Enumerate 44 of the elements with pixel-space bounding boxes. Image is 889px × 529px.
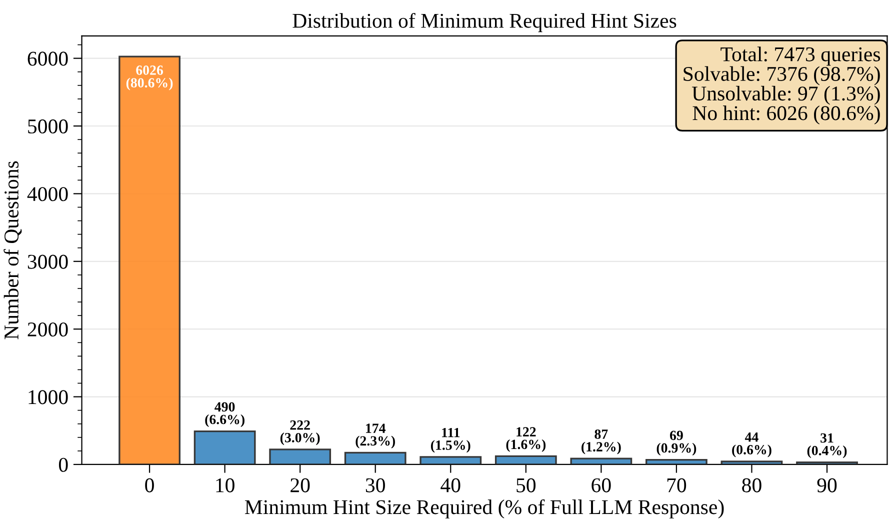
x-tick-label: 30	[366, 478, 385, 492]
data-label: 490 (6.6%)	[205, 402, 244, 428]
bar	[720, 460, 783, 464]
data-label: 111 (1.5%)	[430, 428, 470, 453]
y-axis-title: Number of Questions	[4, 161, 22, 340]
x-tick-label: 80	[742, 478, 762, 492]
data-label: 6026 (80.6%)	[126, 66, 173, 90]
annotation: Solvable: 7376 (98.7%)	[684, 66, 880, 86]
data-label: 122 (1.6%)	[506, 427, 546, 452]
bar	[194, 430, 256, 464]
annotation: No hint: 6026 (80.6%)	[692, 106, 880, 124]
x-tick-label: 10	[216, 478, 234, 492]
bar	[646, 458, 708, 464]
y-tick-label: 4000	[27, 187, 68, 202]
bar	[494, 455, 557, 464]
x-tick-label: 20	[290, 478, 310, 492]
x-tick-label: 70	[667, 478, 686, 492]
x-tick-label: 40	[440, 478, 460, 492]
data-label: 69 (0.9%)	[656, 430, 696, 456]
data-label: 44 (0.6%)	[732, 432, 772, 458]
data-label: 87 (1.2%)	[582, 430, 621, 454]
y-tick-label: 1000	[28, 390, 68, 404]
data-label: 222 (3.0%)	[280, 420, 320, 446]
annotation: Total: 7473 queries	[720, 46, 880, 66]
bar	[420, 456, 482, 464]
data-label: 31 (0.4%)	[807, 433, 847, 458]
annotation: Unsolvable: 97 (1.3%)	[692, 86, 880, 105]
x-tick-label: 60	[592, 478, 611, 492]
bar	[570, 458, 632, 464]
chart-title: Distribution of Minimum Required Hint Sizes	[292, 12, 676, 32]
y-tick-label: 6000	[28, 52, 68, 66]
data-label: 174 (2.3%)	[356, 424, 395, 448]
y-tick-label: 2000	[28, 322, 68, 337]
x-tick-label: 0	[145, 478, 154, 492]
bar	[118, 56, 180, 464]
bar	[796, 462, 858, 464]
x-tick-label: 90	[817, 478, 837, 492]
x-tick-label: 50	[516, 478, 536, 492]
y-tick-label: 5000	[28, 119, 68, 134]
x-axis-title: Minimum Hint Size Required (% of Full LLM Response)	[244, 499, 724, 518]
bar	[344, 452, 406, 464]
y-tick-label: 0	[58, 458, 68, 472]
y-tick-label: 3000	[28, 254, 68, 269]
bar	[269, 448, 332, 464]
